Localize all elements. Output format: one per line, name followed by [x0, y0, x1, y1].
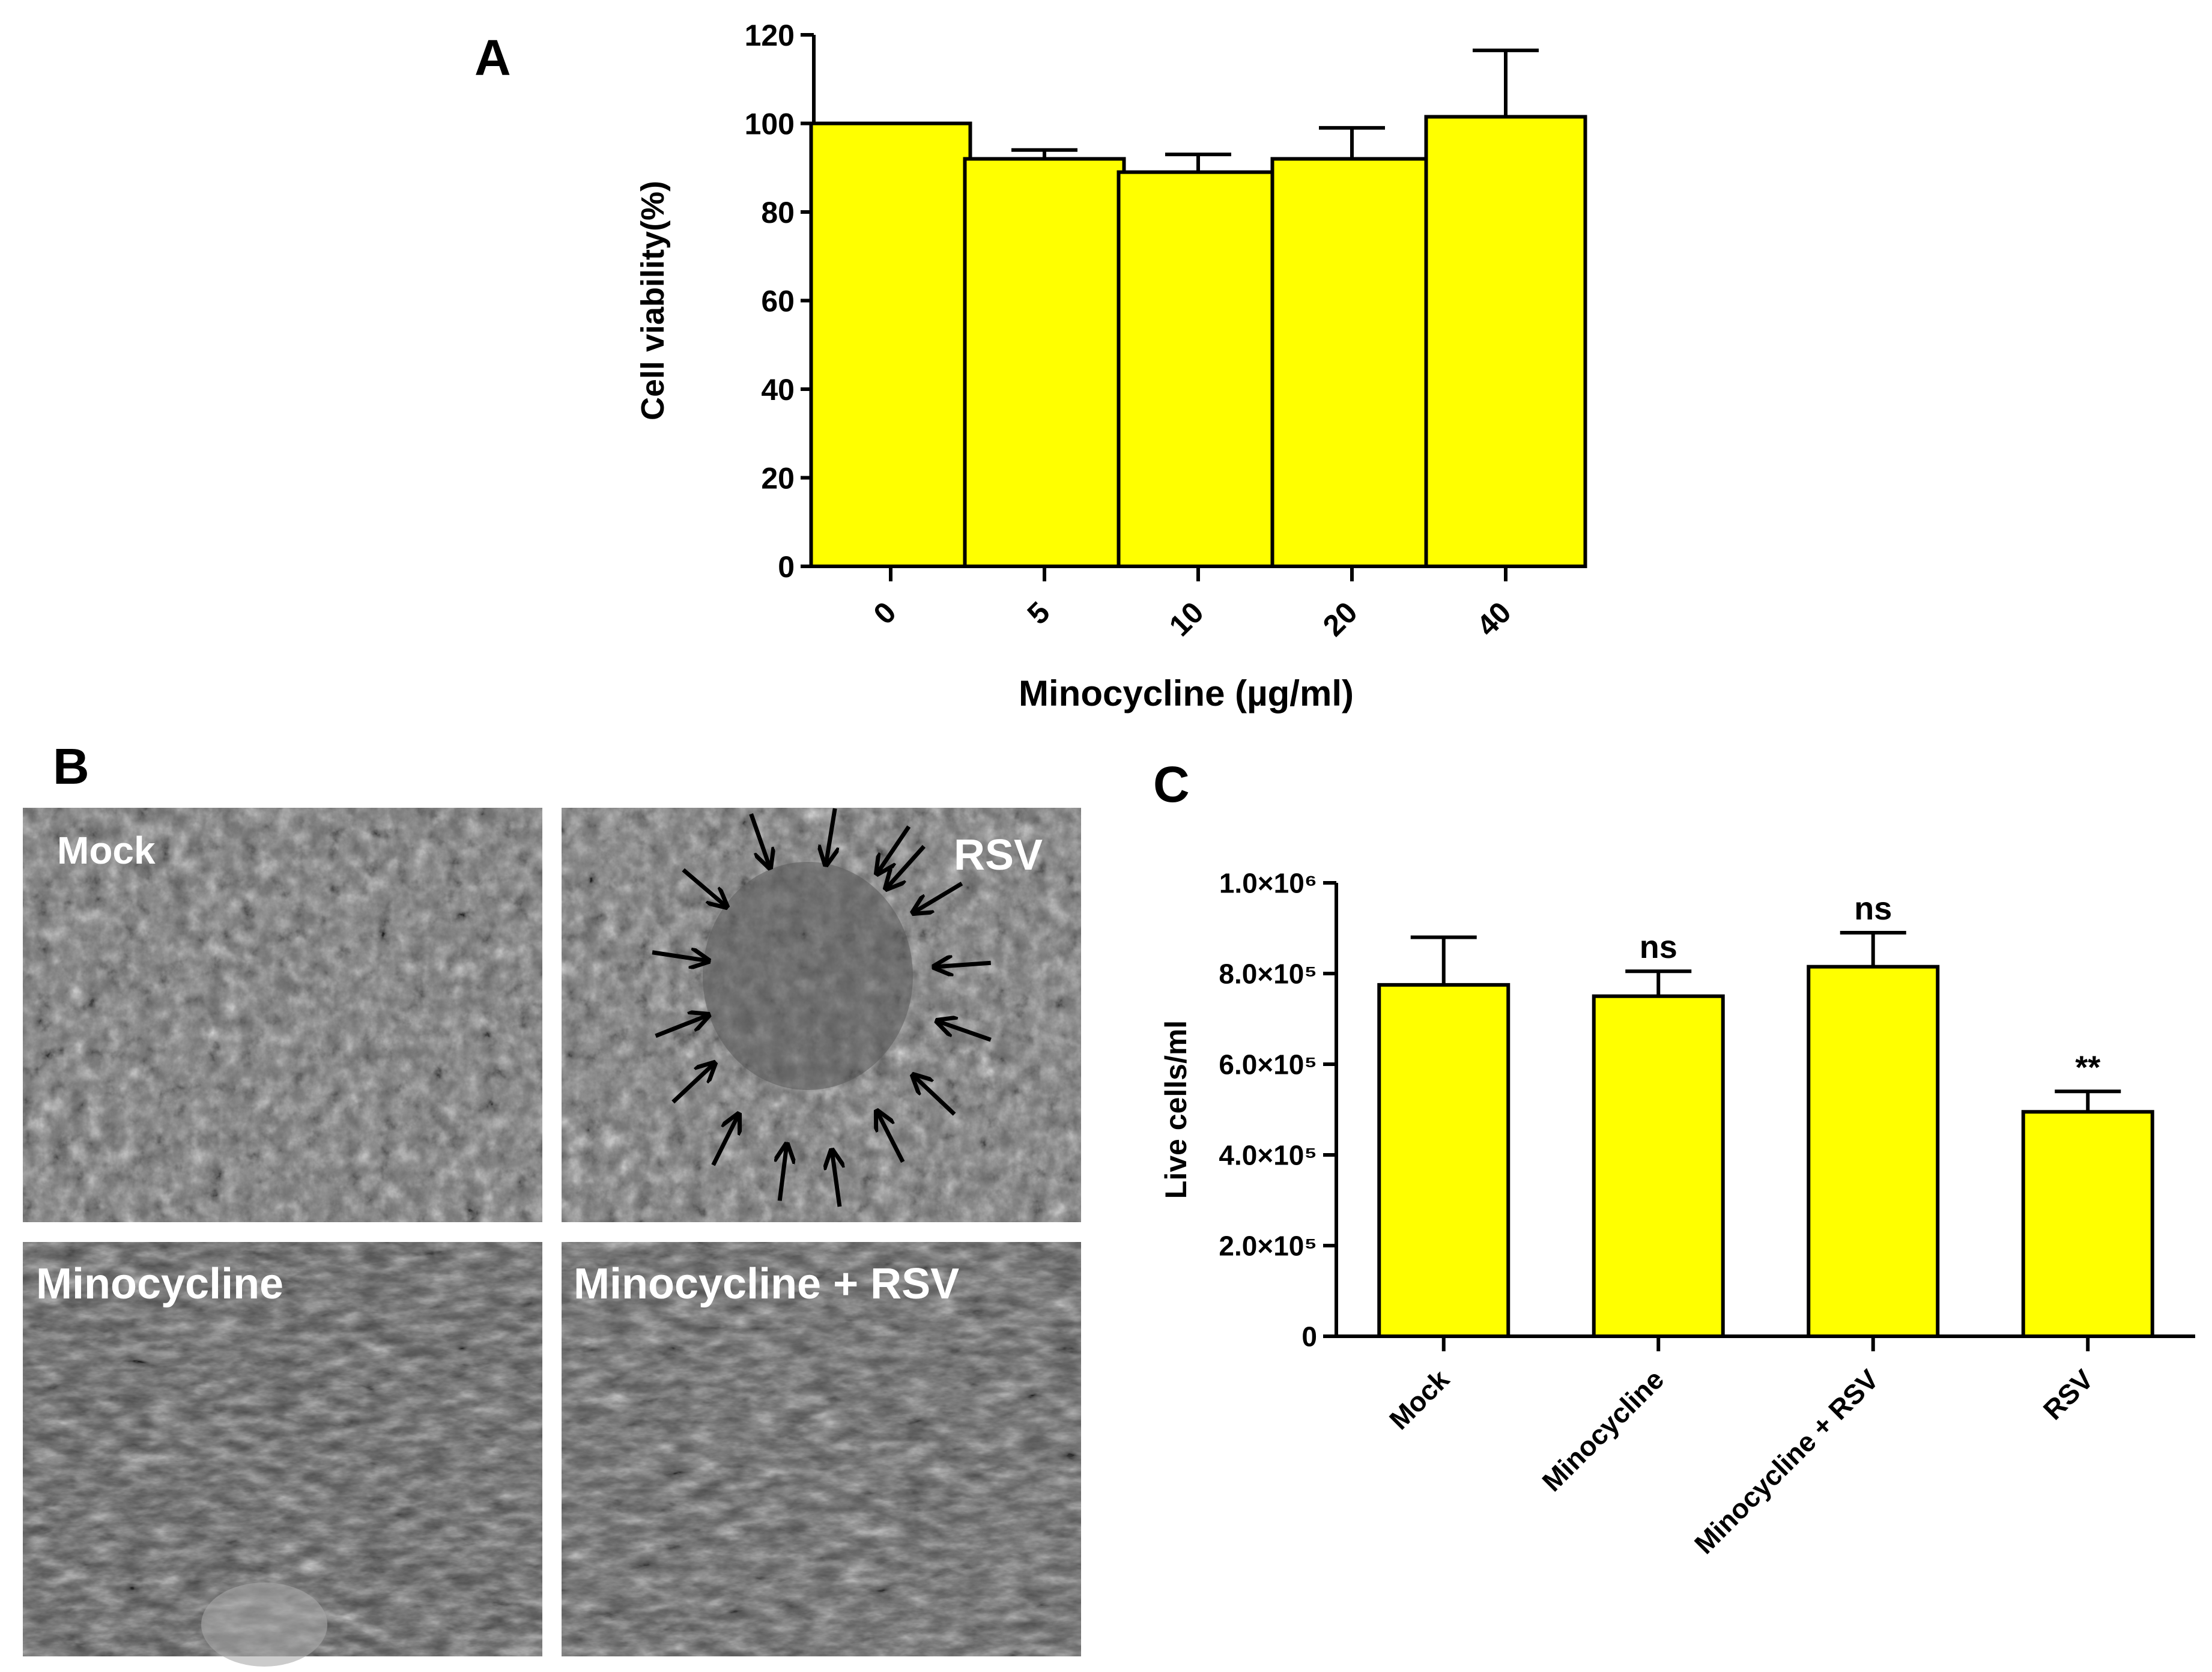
bar [1377, 983, 1511, 1338]
panel-letter-a: A [474, 29, 511, 86]
y-tick-label: 1.0×10⁶ [1219, 868, 1317, 899]
micrograph-label-minocycline: Minocycline [36, 1260, 283, 1308]
y-tick-label: 20 [761, 462, 795, 495]
y-axis-label: Cell viability(%) [635, 181, 671, 420]
micrograph-panel-b: Mock RSV Minocycline Minocycline + RSV [23, 808, 1081, 1667]
significance-label: ns [1640, 929, 1677, 965]
micrograph-label-minocycline-rsv: Minocycline + RSV [574, 1260, 959, 1308]
arrow-icon [913, 882, 963, 913]
y-tick-label: 60 [761, 285, 795, 318]
arrow-icon [671, 1063, 715, 1104]
x-tick-label: RSV [2037, 1363, 2100, 1426]
bar [1424, 115, 1587, 568]
bar [1807, 965, 1940, 1339]
arrow-icon [877, 1111, 905, 1163]
y-tick-label: 2.0×10⁵ [1219, 1231, 1317, 1262]
x-tick-label: 5 [1021, 595, 1056, 631]
y-tick-label: 8.0×10⁵ [1219, 959, 1317, 990]
y-tick-label: 0 [778, 550, 795, 584]
arrow-icon [934, 963, 992, 967]
panel-letter-c: C [1153, 756, 1190, 813]
micrograph-minocycline-rsv: Minocycline + RSV [562, 1242, 1081, 1656]
arrow-icon [886, 844, 926, 889]
y-tick-label: 100 [745, 108, 795, 141]
x-tick-label: 40 [1470, 595, 1518, 643]
bar [1117, 170, 1280, 568]
arrow-icon [937, 1021, 992, 1042]
debris-spot [201, 1583, 327, 1667]
y-tick-label: 120 [745, 19, 795, 52]
y-tick-label: 80 [761, 196, 795, 229]
bar [809, 121, 972, 568]
x-axis-label: Minocycline (µg/ml) [1019, 673, 1354, 713]
arrow-icon [749, 813, 770, 868]
micrograph-minocycline: Minocycline [23, 1242, 542, 1667]
arrow-icon [682, 868, 727, 907]
arrow-icon [826, 808, 835, 865]
arrow-icon [780, 1144, 787, 1201]
y-tick-label: 40 [761, 373, 795, 407]
micrograph-label-mock: Mock [57, 829, 156, 872]
y-tick-label: 6.0×10⁵ [1219, 1049, 1317, 1080]
y-tick-label: 0 [1301, 1321, 1317, 1352]
x-tick-label: Mock [1383, 1363, 1455, 1435]
panel-letter-b: B [53, 738, 89, 795]
y-tick-label: 4.0×10⁵ [1219, 1140, 1317, 1171]
bar [1270, 157, 1434, 568]
arrow-icon [877, 825, 911, 874]
micrograph-label-rsv: RSV [954, 831, 1043, 879]
arrow-icon [913, 1075, 956, 1116]
significance-label: ** [2075, 1049, 2100, 1085]
syncytium-region [703, 862, 913, 1090]
x-tick-label: 20 [1317, 595, 1364, 643]
arrow-icon [711, 1114, 739, 1166]
arrow-icon [655, 1015, 709, 1038]
significance-label: ns [1854, 891, 1892, 927]
x-tick-label: Minocycline [1536, 1363, 1670, 1497]
chart-a-cell-viability: 0 20 40 60 80 100 120 0 5 10 20 40 Cell viability(%)… [635, 19, 1587, 713]
syncytium-arrows [652, 808, 992, 1207]
arrow-icon [832, 1150, 840, 1207]
arrow-icon [652, 953, 709, 961]
bar [1592, 994, 1725, 1338]
x-tick-label: 10 [1163, 595, 1210, 643]
chart-c-live-cells: 0 2.0×10⁵ 4.0×10⁵ 6.0×10⁵ 8.0×10⁵ 1.0×10⁶ Mock… [1159, 868, 2195, 1560]
x-tick-label: Minocycline + RSV [1688, 1363, 1885, 1560]
micrograph-rsv: RSV [562, 808, 1081, 1222]
bar [963, 157, 1126, 568]
bar [2021, 1110, 2154, 1339]
micrograph-mock: Mock [23, 808, 542, 1222]
x-tick-label: 0 [867, 595, 903, 631]
y-axis-label: Live cells/ml [1159, 1020, 1193, 1199]
